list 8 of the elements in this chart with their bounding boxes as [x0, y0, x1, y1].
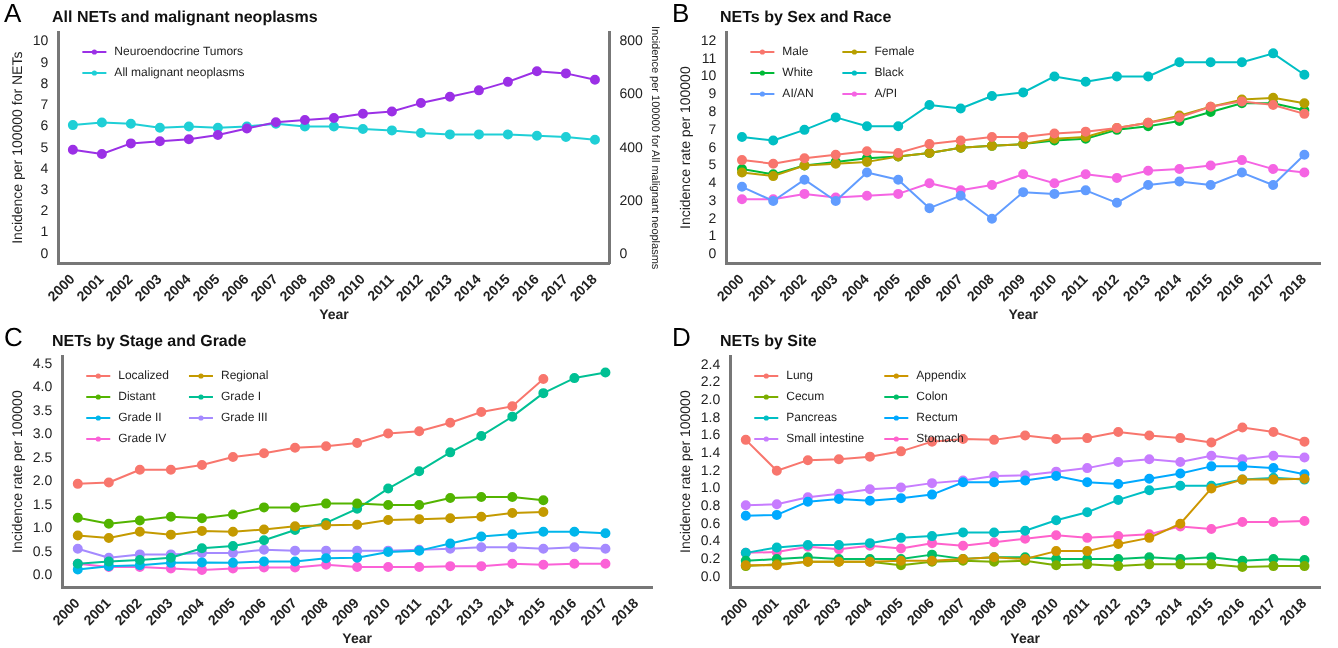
text: D: [672, 322, 691, 352]
text: A: [4, 0, 22, 28]
chart-title: NETs by Sex and Race: [720, 8, 892, 26]
text: B: [672, 0, 690, 28]
chart-title: NETs by Site: [720, 332, 817, 350]
chart-title: All NETs and malignant neoplasms: [52, 8, 318, 26]
chart-title: NETs by Stage and Grade: [52, 332, 247, 350]
text: C: [4, 322, 23, 352]
